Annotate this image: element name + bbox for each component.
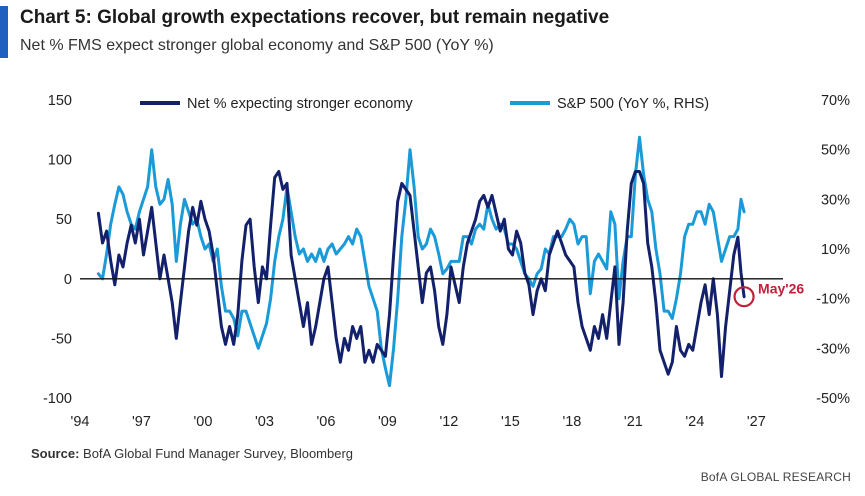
source-line: Source: BofA Global Fund Manager Survey,… [31,446,353,461]
source-label: Source: [31,446,80,461]
y-right-tick-label: -10% [816,292,850,308]
y-left-tick-label: 150 [48,93,72,109]
series-line-net-expecting [96,170,746,378]
y-right-tick-label: 30% [821,192,850,208]
x-tick-label: '00 [194,414,213,430]
y-right-tick-label: -50% [816,391,850,407]
y-right-tick-label: -30% [816,341,850,357]
annotation-circle [733,286,755,308]
accent-bar [0,6,8,58]
x-tick-label: '94 [71,414,90,430]
legend-label: Net % expecting stronger economy [187,96,413,112]
x-tick-label: '03 [255,414,274,430]
x-tick-label: '97 [132,414,151,430]
series-line-sp500 [96,135,746,388]
y-left-tick-label: -100 [43,391,72,407]
x-tick-label: '15 [501,414,520,430]
x-tick-label: '18 [562,414,581,430]
y-left-tick-label: 0 [64,272,72,288]
x-tick-label: '21 [624,414,643,430]
y-right-tick-label: 10% [821,242,850,258]
source-text: BofA Global Fund Manager Survey, Bloombe… [79,446,354,461]
x-tick-label: '06 [316,414,335,430]
x-tick-label: '09 [378,414,397,430]
annotation: May'26 [733,281,804,308]
brand-label: BofA GLOBAL RESEARCH [700,470,851,484]
y-axis-left: 150 100 50 0 -50 -100 [43,93,72,407]
y-right-tick-label: 50% [821,143,850,159]
y-right-tick-label: 70% [821,93,850,109]
y-left-tick-label: 100 [48,153,72,169]
legend-label: S&P 500 (YoY %, RHS) [557,96,709,112]
chart-title: Chart 5: Global growth expectations reco… [20,7,610,28]
series-layer [96,135,746,388]
legend: Net % expecting stronger economy S&P 500 … [140,96,709,112]
x-tick-label: '27 [747,414,766,430]
y-left-tick-label: -50 [51,331,72,347]
y-axis-right: 70% 50% 30% 10% -10% -30% -50% [816,93,850,407]
chart-subtitle: Net % FMS expect stronger global economy… [20,37,494,54]
y-left-tick-label: 50 [56,212,72,228]
x-axis: '94 '97 '00 '03 '06 '09 '12 '15 '18 '21 '24 '27 [71,414,766,430]
annotation-label: May'26 [758,281,804,297]
x-tick-label: '24 [685,414,704,430]
x-tick-label: '12 [439,414,458,430]
